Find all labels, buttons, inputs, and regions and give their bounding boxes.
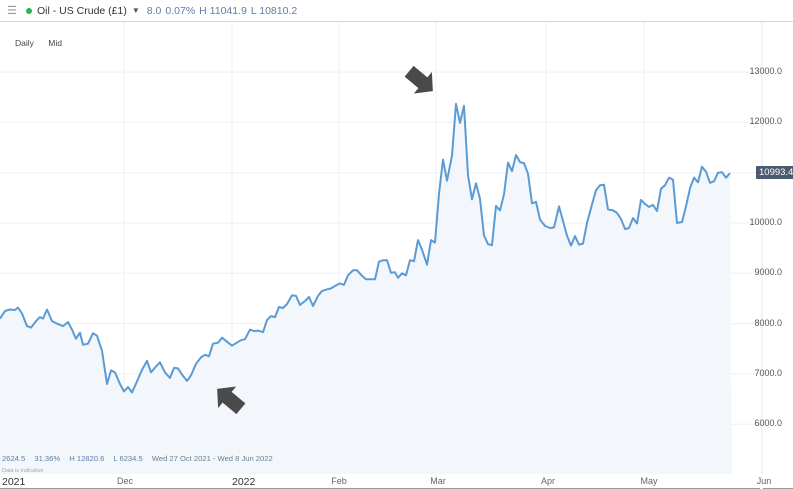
price-chart[interactable]: [0, 22, 793, 474]
chart-controls: Daily Mid: [15, 38, 74, 48]
date-range: Wed 27 Oct 2021 - Wed 8 Jun 2022: [151, 454, 273, 463]
data-disclaimer: Data is indicative: [2, 468, 44, 474]
x-tick-label: Mar: [430, 476, 446, 486]
x-tick-label: 2021: [2, 476, 26, 488]
y-tick-label: 8000.0: [754, 317, 782, 328]
arrow-up-left-icon: [217, 386, 246, 415]
arrow-down-right-icon: [404, 65, 433, 94]
x-tick-label: Feb: [331, 476, 347, 486]
day-low: L 10810.2: [250, 4, 298, 17]
y-tick-label: 7000.0: [754, 367, 782, 378]
range-change-pct: 31.36%: [34, 454, 61, 463]
interval-selector[interactable]: Daily: [15, 38, 34, 48]
market-status-icon: [26, 7, 32, 14]
y-tick-label: 9000.0: [754, 267, 782, 278]
y-tick-label: 12000.0: [749, 116, 782, 127]
y-tick-label: 10000.0: [749, 217, 782, 227]
x-tick-label: Apr: [540, 476, 556, 486]
instrument-name[interactable]: Oil - US Crude (£1): [37, 4, 127, 17]
x-tick-label: Dec: [116, 476, 134, 486]
area-fill: [0, 103, 732, 474]
range-low: L 6234.5: [113, 454, 143, 463]
x-tick-label: May: [640, 476, 658, 486]
range-stats: 2624.5 31.36% H 12820.6 L 6234.5 Wed 27 …: [2, 454, 280, 463]
y-tick-label: 6000.0: [754, 418, 782, 429]
instrument-header: ☰ Oil - US Crude (£1) ▼ 8.0 0.07% H 1104…: [0, 0, 793, 22]
price-change-pct: 0.07%: [165, 4, 196, 17]
price-change: 8.0: [146, 4, 162, 17]
day-high: H 11041.9: [199, 4, 247, 17]
range-high: H 12820.6: [69, 454, 105, 463]
y-tick-label: 13000.0: [749, 66, 782, 77]
x-tick-label: Jun: [756, 476, 772, 486]
range-change: 2624.5: [2, 454, 26, 463]
current-price-tag: 10993.4: [756, 166, 793, 179]
price-type-selector[interactable]: Mid: [48, 38, 62, 48]
x-tick-label: 2022: [232, 476, 256, 488]
hamburger-icon[interactable]: ☰: [7, 4, 17, 17]
dropdown-caret-icon[interactable]: ▼: [131, 6, 140, 15]
x-axis: 2021 Dec 2022 Feb Mar Apr May Jun: [0, 474, 793, 489]
price-line: [0, 102, 731, 394]
